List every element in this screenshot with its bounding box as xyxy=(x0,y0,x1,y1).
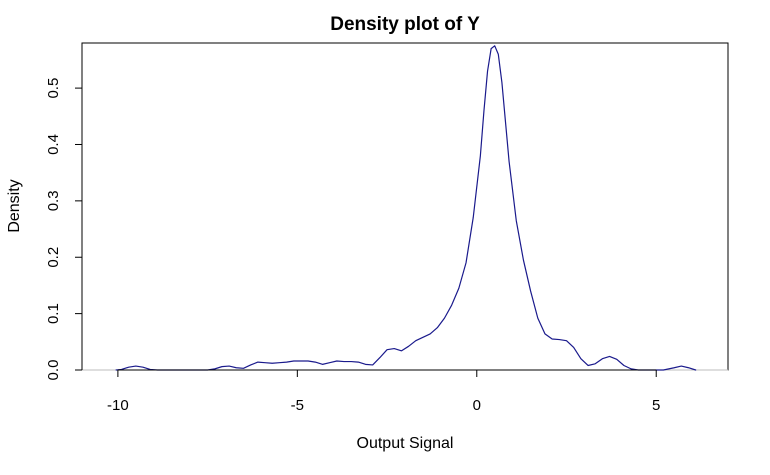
y-tick-label: 0.3 xyxy=(45,190,62,211)
x-tick-label: 5 xyxy=(652,397,660,414)
x-axis: -10 -5 0 5 xyxy=(107,369,660,414)
y-axis-label: Density xyxy=(6,179,23,232)
x-tick-label: -10 xyxy=(107,397,129,414)
y-tick-label: 0.1 xyxy=(45,303,62,324)
x-tick-label: -5 xyxy=(291,397,304,414)
y-tick-label: 0.0 xyxy=(45,360,62,381)
x-tick-label: 0 xyxy=(473,397,481,414)
chart-title: Density plot of Y xyxy=(330,14,480,35)
y-tick-label: 0.4 xyxy=(45,134,62,155)
density-curve xyxy=(115,45,697,371)
y-axis: 0.0 0.1 0.2 0.3 0.4 0.5 xyxy=(45,78,83,381)
x-axis-label: Output Signal xyxy=(357,435,454,452)
y-tick-label: 0.5 xyxy=(45,78,62,99)
y-tick-label: 0.2 xyxy=(45,247,62,268)
